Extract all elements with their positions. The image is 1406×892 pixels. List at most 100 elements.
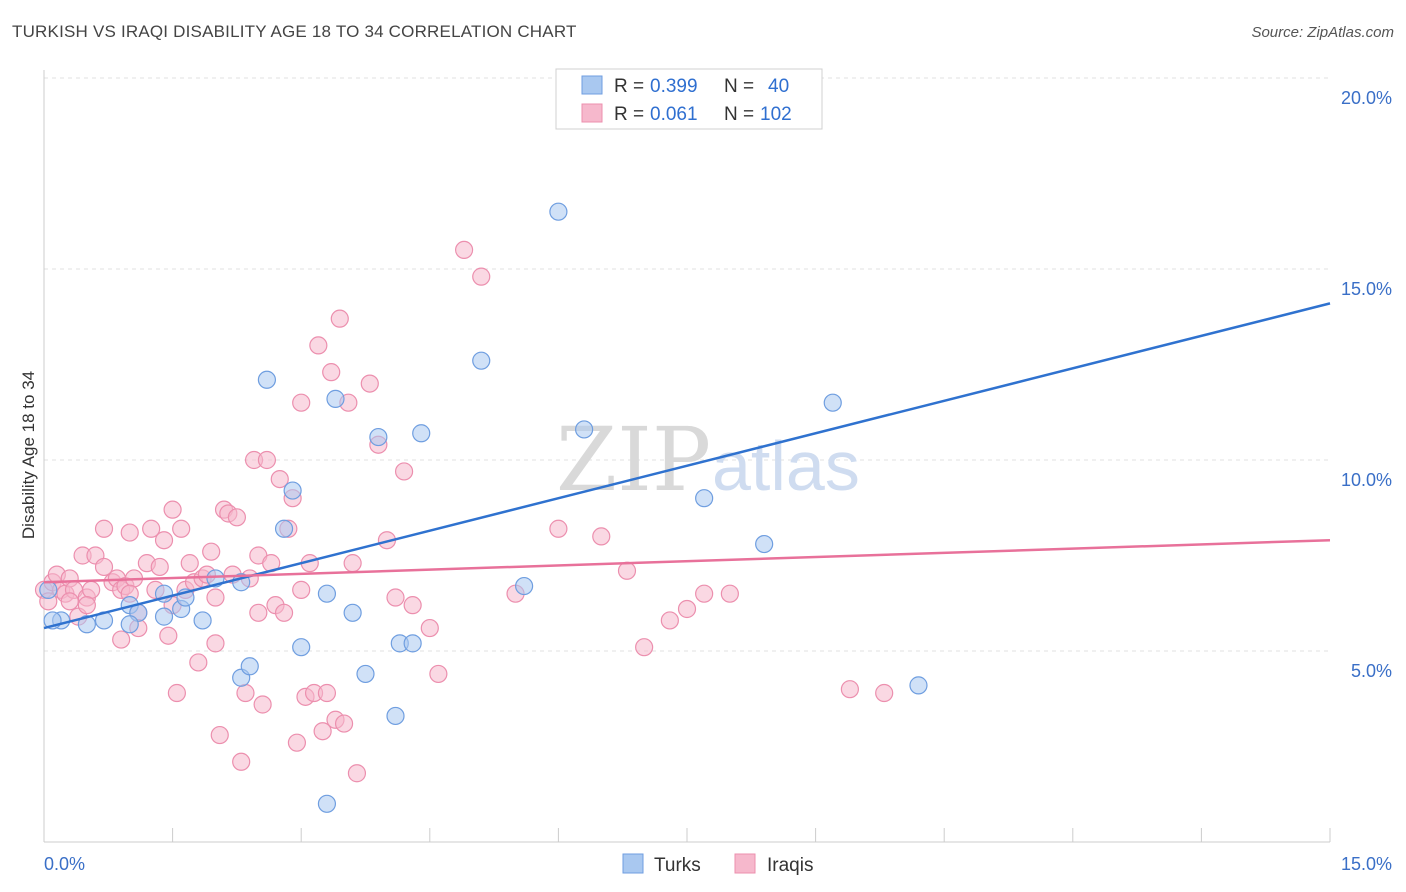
bottom-legend-swatch-turks <box>622 853 644 874</box>
legend-r-value-turks: 0.399 <box>650 76 698 97</box>
legend-swatch-turks <box>581 75 603 95</box>
point-iraqis <box>635 638 654 657</box>
legend-n-value-turks: 40 <box>768 76 789 97</box>
bottom-legend: Turks Iraqis <box>622 853 813 876</box>
point-iraqis <box>232 752 251 771</box>
point-turks <box>39 580 58 599</box>
point-iraqis <box>94 519 114 538</box>
point-turks <box>909 676 928 695</box>
bottom-legend-label-turks: Turks <box>654 855 701 876</box>
point-iraqis <box>77 596 96 615</box>
point-turks <box>695 489 714 508</box>
point-iraqis <box>227 508 246 527</box>
trend-line-turks <box>43 302 1331 630</box>
y-tick-label: 20.0% <box>1341 88 1392 108</box>
point-turks <box>240 657 259 676</box>
point-turks <box>274 519 294 538</box>
point-iraqis <box>420 618 439 638</box>
point-turks <box>549 202 568 221</box>
point-iraqis <box>592 527 611 546</box>
chart-title: TURKISH VS IRAQI DISABILITY AGE 18 TO 34… <box>12 22 577 41</box>
source-label: Source: ZipAtlas.com <box>1251 24 1394 41</box>
point-iraqis <box>309 336 328 355</box>
x-tick-label: 0.0% <box>44 854 85 874</box>
x-ticks: 0.0% 15.0% <box>43 828 1392 874</box>
point-turks <box>403 634 422 653</box>
point-iraqis <box>322 363 341 382</box>
y-tick-label: 5.0% <box>1351 661 1392 681</box>
point-iraqis <box>660 611 679 630</box>
point-iraqis <box>163 500 182 519</box>
point-turks <box>386 706 405 726</box>
point-turks <box>317 584 337 603</box>
point-iraqis <box>720 584 739 603</box>
grid-lines <box>44 77 1330 652</box>
watermark-atlas: atlas <box>712 427 860 505</box>
point-turks <box>369 427 388 447</box>
point-turks <box>154 607 174 626</box>
point-iraqis <box>360 374 379 393</box>
point-iraqis <box>142 519 161 538</box>
trend-lines <box>43 302 1331 630</box>
point-turks <box>343 603 362 622</box>
point-iraqis <box>236 683 255 703</box>
bottom-legend-label-iraqis: Iraqis <box>767 855 813 876</box>
x-tick-label: 15.0% <box>1341 854 1392 874</box>
point-turks <box>292 638 311 657</box>
point-iraqis <box>180 554 199 573</box>
point-turks <box>515 576 534 596</box>
point-iraqis <box>617 561 637 580</box>
point-iraqis <box>112 630 131 649</box>
point-iraqis <box>330 309 349 328</box>
point-iraqis <box>210 725 229 745</box>
trend-line-iraqis <box>43 538 1331 584</box>
point-turks <box>77 615 96 634</box>
point-iraqis <box>347 764 367 783</box>
point-turks <box>120 615 139 634</box>
point-turks <box>575 420 594 439</box>
legend-r-label-turks: R = <box>614 76 644 97</box>
point-iraqis <box>253 695 272 714</box>
y-tick-labels: 5.0% 10.0% 15.0% 20.0% <box>1341 88 1392 681</box>
point-iraqis <box>270 470 289 489</box>
point-iraqis <box>287 733 307 752</box>
point-iraqis <box>257 450 277 470</box>
point-iraqis <box>206 634 225 653</box>
legend-r-value-iraqis: 0.061 <box>650 104 698 125</box>
point-iraqis <box>82 580 101 599</box>
point-iraqis <box>167 683 186 703</box>
point-iraqis <box>317 683 337 703</box>
legend-r-label-iraqis: R = <box>614 104 644 125</box>
legend-swatch-iraqis <box>581 103 603 123</box>
point-iraqis <box>60 592 79 611</box>
point-iraqis <box>206 588 225 607</box>
point-turks <box>755 534 774 554</box>
point-iraqis <box>334 714 354 733</box>
point-iraqis <box>150 557 169 577</box>
point-iraqis <box>202 542 221 561</box>
point-turks <box>412 424 431 443</box>
legend-n-label-iraqis: N = <box>724 104 754 125</box>
point-iraqis <box>454 240 474 259</box>
point-iraqis <box>343 554 362 573</box>
legend-n-label-turks: N = <box>724 76 754 97</box>
point-turks <box>823 393 842 412</box>
point-iraqis <box>292 580 311 599</box>
point-iraqis <box>189 653 208 672</box>
point-iraqis <box>274 603 294 622</box>
bottom-legend-swatch-iraqis <box>734 853 756 874</box>
point-iraqis <box>472 267 491 286</box>
point-iraqis <box>403 596 422 615</box>
point-iraqis <box>677 599 697 619</box>
point-turks <box>317 794 337 813</box>
point-iraqis <box>120 523 139 542</box>
point-turks <box>472 351 491 370</box>
point-turks <box>193 611 212 630</box>
point-iraqis <box>154 531 174 550</box>
point-iraqis <box>429 664 448 684</box>
point-iraqis <box>159 626 178 645</box>
point-iraqis <box>172 519 191 538</box>
point-iraqis <box>292 393 311 412</box>
point-iraqis <box>394 462 414 481</box>
